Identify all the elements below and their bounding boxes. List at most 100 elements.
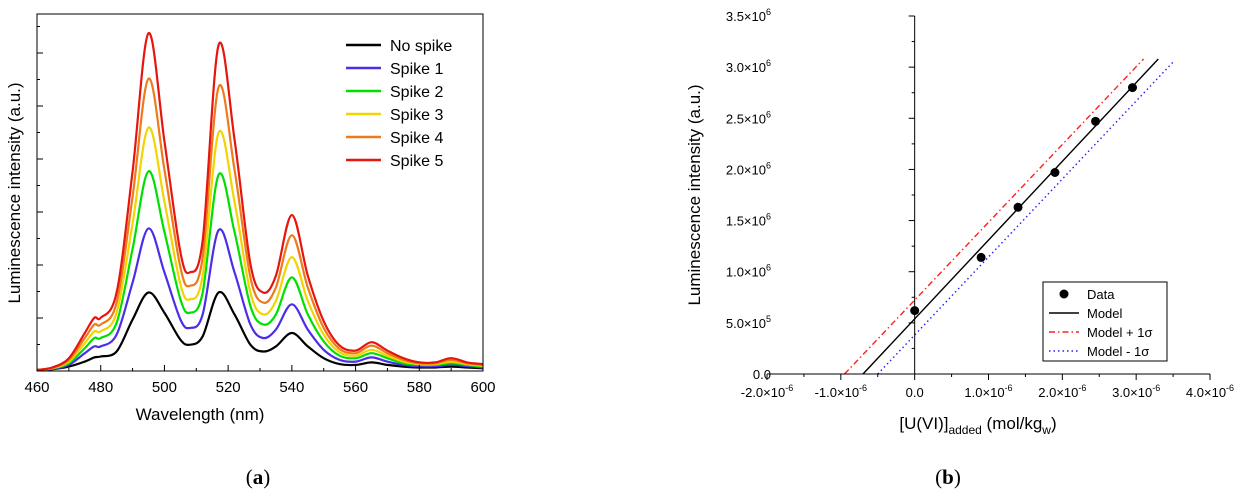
y-tick-label: 2.5×106 <box>726 109 771 126</box>
x-tick-mantissa: -1.0×10 <box>815 385 859 400</box>
panel-b-x-axis-label: [U(VI)]added (mol/kgw) <box>899 414 1056 437</box>
legend-item-model: Model <box>1049 306 1123 321</box>
x-tick-exponent: -6 <box>1226 383 1234 393</box>
y-tick-mantissa: 2.0×10 <box>726 162 766 177</box>
x-tick-label: 1.0×10-6 <box>964 383 1012 400</box>
panel-b-model-lines <box>844 58 1174 375</box>
data-point <box>1127 83 1137 93</box>
x-tick-label: 600 <box>470 379 495 396</box>
data-point <box>910 306 920 316</box>
y-tick-mantissa: 2.5×10 <box>726 111 766 126</box>
series-line-spike-2 <box>36 170 484 372</box>
legend-label: Model <box>1087 306 1123 321</box>
x-tick-mantissa: 4.0×10 <box>1186 385 1226 400</box>
panel-a-letter: a <box>253 465 264 489</box>
panel-a-legend: No spike Spike 1 Spike 2 Spike 3 Spike 4 Spik… <box>346 38 452 170</box>
legend-label: Spike 4 <box>390 130 443 147</box>
x-tick-exponent: -6 <box>1152 383 1160 393</box>
x-tick-exponent: -6 <box>859 383 867 393</box>
legend-label: Model - 1σ <box>1087 344 1149 359</box>
legend-label: Spike 2 <box>390 84 443 101</box>
panel-a-x-axis-label: Wavelength (nm) <box>136 405 265 424</box>
y-tick-exponent: 6 <box>766 7 771 17</box>
x-tick-exponent: -6 <box>1005 383 1013 393</box>
y-tick-mantissa: 1.0×10 <box>726 265 766 280</box>
y-tick-label: 3.5×106 <box>726 7 771 24</box>
panel-b-y-axis-label: Luminescence intensity (a.u.) <box>685 84 704 305</box>
y-tick-exponent: 5 <box>766 314 771 324</box>
panel-b-y-axis: 0.05.0×1051.0×1061.5×1062.0×1062.5×1063.… <box>726 7 915 382</box>
legend-item-model-1: Model + 1σ <box>1049 325 1152 340</box>
x-tick-label: 520 <box>216 379 241 396</box>
y-tick-exponent: 6 <box>766 58 771 68</box>
x-tick-label: -1.0×10-6 <box>815 383 867 400</box>
x-tick-mantissa: -2.0×10 <box>741 385 785 400</box>
panel-b-x-label-units-sub: w <box>1041 423 1051 437</box>
panel-b-x-label-units: (mol/kg <box>982 414 1042 433</box>
model-line-model-1 <box>844 58 1145 375</box>
panel-b-data-points <box>910 83 1137 316</box>
legend-item-spike-2: Spike 2 <box>346 84 443 101</box>
y-tick-mantissa: 1.5×10 <box>726 214 766 229</box>
panel-a-caption-label: (a) <box>246 465 271 489</box>
panel-b-calibration-chart: -2.0×10-6 -1.0×10-6 0.0 1.0×10-6 2.0×10-6 3.0… <box>685 7 1234 489</box>
x-tick-label: 3.0×10-6 <box>1112 383 1160 400</box>
y-tick-label: 1.5×106 <box>726 212 771 229</box>
data-point <box>1091 116 1101 126</box>
x-tick-exponent: -6 <box>785 383 793 393</box>
panel-a-y-axis-ticks <box>37 26 43 372</box>
legend-marker <box>1059 289 1069 299</box>
model-line-model <box>862 58 1159 375</box>
x-tick-label: 2.0×10-6 <box>1038 383 1086 400</box>
x-tick-label: 540 <box>279 379 304 396</box>
y-tick-mantissa: 0.0 <box>753 367 771 382</box>
series-line-no-spike <box>36 290 484 372</box>
y-tick-label: 5.0×105 <box>726 314 771 331</box>
y-tick-exponent: 6 <box>766 263 771 273</box>
legend-label: Spike 5 <box>390 153 443 170</box>
panel-a-y-axis-label: Luminescence intensity (a.u.) <box>5 82 24 303</box>
y-tick-mantissa: 3.5×10 <box>726 9 766 24</box>
x-tick-mantissa: 3.0×10 <box>1112 385 1152 400</box>
panel-a-spectra-chart: 460 480 500 520 540 560 580 600 Wavelength (nm)… <box>5 13 496 489</box>
x-tick-exponent: -6 <box>1078 383 1086 393</box>
legend-item-spike-1: Spike 1 <box>346 61 443 78</box>
legend-item-model-1: Model - 1σ <box>1049 344 1149 359</box>
y-tick-exponent: 6 <box>766 109 771 119</box>
legend-label: No spike <box>390 38 452 55</box>
legend-item-spike-3: Spike 3 <box>346 107 443 124</box>
legend-label: Model + 1σ <box>1087 325 1152 340</box>
y-tick-label: 3.0×106 <box>726 58 771 75</box>
legend-item-no-spike: No spike <box>346 38 452 55</box>
data-point <box>1013 202 1023 212</box>
x-tick-label: 0.0 <box>906 385 924 400</box>
x-tick-label: -2.0×10-6 <box>741 383 793 400</box>
x-tick-label: 500 <box>152 379 177 396</box>
legend-label: Spike 3 <box>390 107 443 124</box>
panel-b-x-label-sub: added <box>948 423 981 437</box>
x-tick-label: 460 <box>24 379 49 396</box>
series-line-spike-5 <box>36 32 484 372</box>
x-tick-mantissa: 2.0×10 <box>1038 385 1078 400</box>
y-tick-label: 0.0 <box>753 367 771 382</box>
panel-b-x-label-close: ) <box>1051 414 1057 433</box>
panel-b-caption-label: (b) <box>935 465 961 489</box>
panel-a-series-group <box>36 32 484 372</box>
x-tick-label: 580 <box>407 379 432 396</box>
panel-b-x-label-main: [U(VI)] <box>899 414 948 433</box>
series-line-spike-3 <box>36 126 484 372</box>
panel-b-x-axis: -2.0×10-6 -1.0×10-6 0.0 1.0×10-6 2.0×10-6 3.0… <box>741 374 1234 400</box>
series-line-spike-4 <box>36 77 484 372</box>
y-tick-exponent: 6 <box>766 212 771 222</box>
legend-label: Spike 1 <box>390 61 443 78</box>
y-tick-label: 2.0×106 <box>726 160 771 177</box>
series-line-spike-1 <box>36 227 484 372</box>
x-tick-label: 4.0×10-6 <box>1186 383 1234 400</box>
x-tick-mantissa: 1.0×10 <box>964 385 1004 400</box>
legend-item-data: Data <box>1059 287 1115 302</box>
legend-item-spike-4: Spike 4 <box>346 130 443 147</box>
panel-b-legend: Data Model Model + 1σ Model - 1σ <box>1042 281 1168 362</box>
panel-a-x-axis: 460 480 500 520 540 560 580 600 <box>24 365 496 396</box>
y-tick-mantissa: 5.0×10 <box>726 316 766 331</box>
